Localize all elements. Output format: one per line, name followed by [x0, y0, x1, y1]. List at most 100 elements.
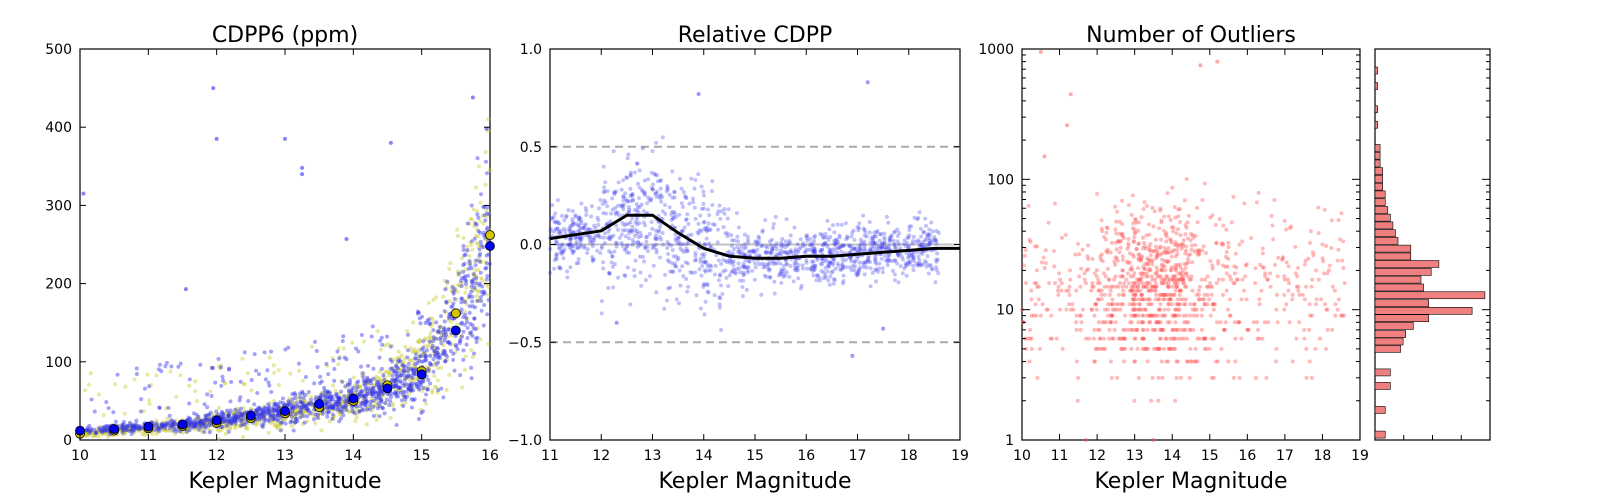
outlier-point	[1171, 277, 1176, 282]
cdpp6-yellow-point	[232, 422, 237, 427]
cdpp6-blue-point	[271, 409, 276, 414]
relative-cdpp-point	[934, 257, 939, 262]
cdpp6-blue-point	[396, 385, 401, 390]
outlier-point	[1140, 292, 1145, 297]
outlier-point	[1226, 244, 1231, 249]
cdpp6-blue-point	[278, 428, 283, 433]
cdpp6-yellow-point	[356, 383, 361, 388]
outlier-point	[1186, 253, 1191, 258]
cdpp6-blue-point	[301, 414, 306, 419]
cdpp6-blue-point	[166, 405, 171, 410]
relative-cdpp-point	[601, 190, 606, 195]
cdpp6-yellow-point	[480, 244, 485, 249]
cdpp6-yellow-point	[246, 421, 251, 426]
cdpp6-yellow-point	[313, 421, 318, 426]
cdpp6-blue-point	[424, 354, 429, 359]
cdpp6-blue-point	[415, 385, 420, 390]
cdpp6-yellow-point	[163, 428, 168, 433]
panel-relative-cdpp-xlabel: Kepler Magnitude	[658, 469, 851, 494]
cdpp6-yellow-point	[302, 400, 307, 405]
relative-cdpp-point	[709, 189, 714, 194]
cdpp6-yellow-point	[408, 366, 413, 371]
cdpp6-yellow-point	[442, 351, 447, 356]
cdpp6-blue-point	[447, 327, 452, 332]
cdpp6-yellow-point	[120, 425, 125, 430]
outlier-point	[1302, 336, 1307, 341]
relative-cdpp-point	[596, 206, 601, 211]
outlier-point	[1136, 256, 1141, 261]
outlier-point	[1210, 263, 1215, 268]
panel-cdpp6-xlabel: Kepler Magnitude	[188, 469, 381, 494]
cdpp6-blue-point	[121, 419, 126, 424]
relative-cdpp-point	[690, 196, 695, 201]
relative-cdpp-point	[771, 222, 776, 227]
outlier-point	[1166, 307, 1171, 312]
cdpp6-yellow-point	[267, 410, 272, 415]
cdpp6-blue-point	[337, 395, 342, 400]
cdpp6-yellow-point	[241, 434, 246, 439]
cdpp6-blue-point	[473, 221, 478, 226]
cdpp6-blue-point	[478, 239, 483, 244]
outlier-point	[1240, 239, 1245, 244]
cdpp6-blue-point	[431, 335, 436, 340]
cdpp6-blue-point	[411, 388, 416, 393]
relative-cdpp-point	[774, 241, 779, 246]
relative-cdpp-point	[852, 259, 857, 264]
cdpp6-yellow-point	[234, 415, 239, 420]
relative-cdpp-point	[699, 184, 704, 189]
cdpp6-yellow-point	[455, 227, 460, 232]
cdpp6-blue-point	[85, 428, 90, 433]
relative-cdpp-point	[882, 231, 887, 236]
cdpp6-blue-point	[403, 397, 408, 402]
relative-cdpp-point	[761, 265, 766, 270]
cdpp6-blue-point	[85, 427, 90, 432]
cdpp6-yellow-point	[362, 371, 367, 376]
cdpp6-blue-point	[355, 381, 360, 386]
outlier-point	[1092, 302, 1097, 307]
cdpp6-blue-point	[104, 424, 109, 429]
outlier-point	[1109, 240, 1114, 245]
relative-cdpp-outlier-point	[865, 80, 870, 85]
cdpp6-blue-point	[467, 310, 472, 315]
relative-cdpp-point	[565, 275, 570, 280]
cdpp6-blue-point	[87, 430, 92, 435]
cdpp6-yellow-point	[434, 348, 439, 353]
cdpp6-yellow-point	[270, 412, 275, 417]
outlier-point	[1163, 232, 1168, 237]
cdpp6-yellow-point	[131, 426, 136, 431]
cdpp6-yellow-point	[373, 403, 378, 408]
relative-cdpp-point	[613, 206, 618, 211]
relative-cdpp-point	[719, 209, 724, 214]
cdpp6-yellow-point	[373, 377, 378, 382]
outlier-point	[1075, 398, 1080, 403]
cdpp6-blue-point	[461, 269, 466, 274]
relative-cdpp-point	[681, 242, 686, 247]
cdpp6-blue-point	[286, 345, 291, 350]
cdpp6-yellow-point	[355, 385, 360, 390]
cdpp6-blue-point	[469, 278, 474, 283]
cdpp6-blue-point	[416, 417, 421, 422]
cdpp6-yellow-point	[393, 379, 398, 384]
outlier-point	[1131, 288, 1136, 293]
cdpp6-blue-point	[336, 406, 341, 411]
cdpp6-blue-point	[159, 369, 164, 374]
outlier-point	[1233, 359, 1238, 364]
cdpp6-yellow-point	[292, 415, 297, 420]
outlier-point	[1226, 359, 1231, 364]
relative-cdpp-point	[744, 287, 749, 292]
relative-cdpp-point	[843, 257, 848, 262]
cdpp6-yellow-point	[132, 377, 137, 382]
outlier-point	[1335, 307, 1340, 312]
cdpp6-blue-marker	[211, 415, 222, 426]
cdpp6-blue-point	[272, 402, 277, 407]
cdpp6-blue-marker	[450, 325, 461, 336]
cdpp6-blue-point	[416, 384, 421, 389]
cdpp6-yellow-point	[166, 423, 171, 428]
outlier-point	[1214, 320, 1219, 325]
cdpp6-blue-marker	[109, 424, 120, 434]
relative-cdpp-point	[565, 242, 570, 247]
outlier-point	[1074, 359, 1079, 364]
cdpp6-blue-point	[134, 418, 139, 423]
cdpp6-blue-point	[362, 379, 367, 384]
relative-cdpp-point	[663, 272, 668, 277]
